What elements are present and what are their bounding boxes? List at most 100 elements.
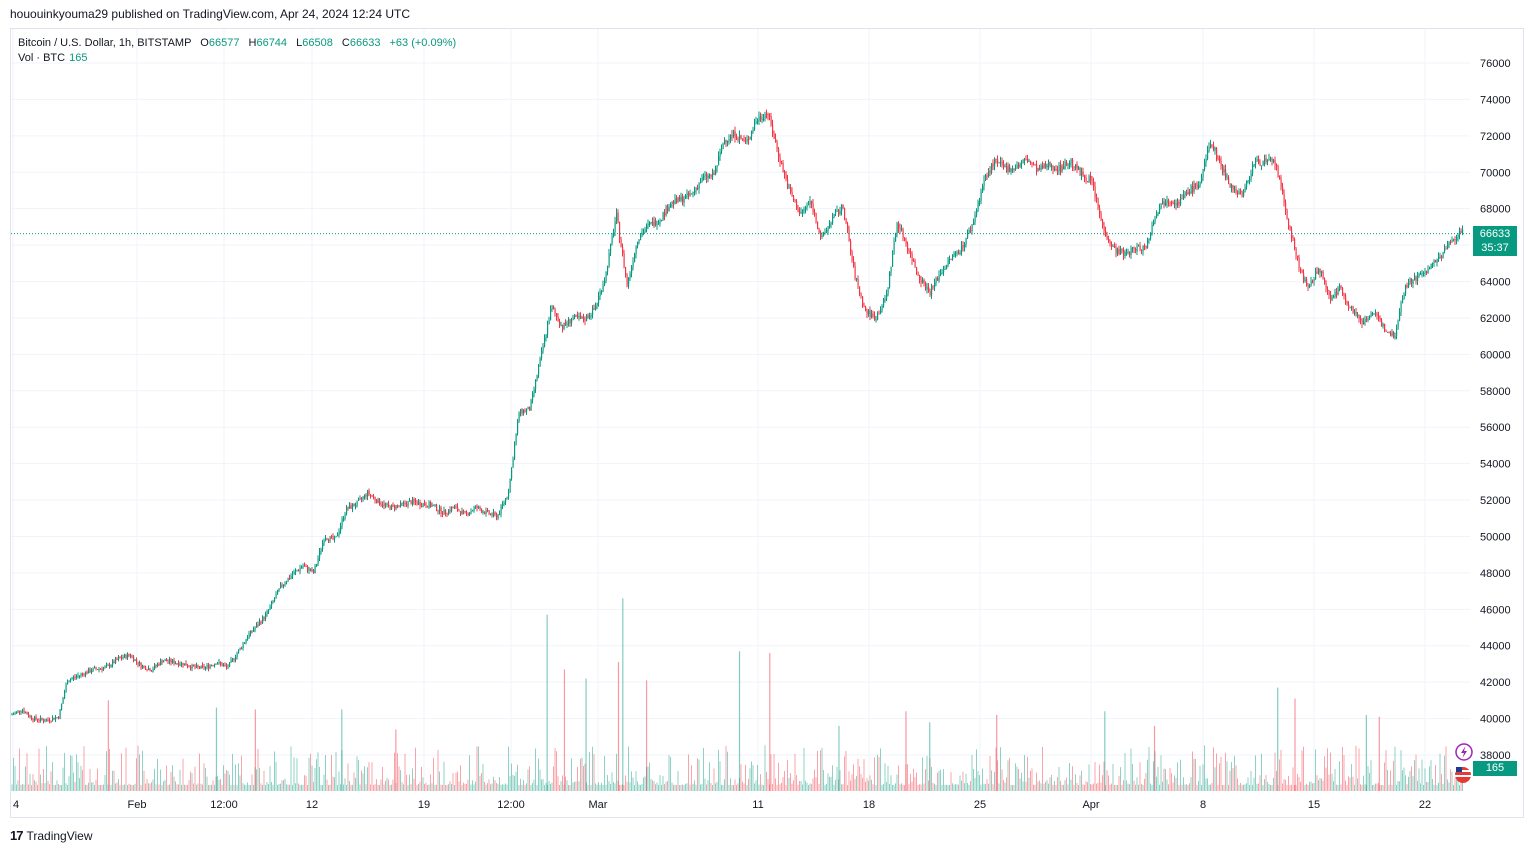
us-flag-icon[interactable]	[1455, 767, 1471, 783]
candle-body	[791, 192, 793, 197]
volume-bar	[173, 776, 175, 791]
candle-body	[857, 278, 859, 287]
candle-body	[113, 661, 115, 664]
candle-body	[23, 710, 25, 713]
volume-bar	[590, 785, 592, 791]
candle-body	[190, 666, 192, 669]
candle-body	[1129, 251, 1131, 255]
candle-body	[496, 514, 498, 519]
candle-body	[1453, 239, 1455, 241]
volume-bar	[193, 783, 194, 791]
volume-bar	[1079, 775, 1081, 791]
candle-body	[461, 510, 463, 515]
volume-bar	[1183, 777, 1184, 791]
volume-bar	[820, 750, 821, 791]
volume-bar	[1118, 775, 1120, 791]
candle-body	[856, 278, 858, 280]
candle-body	[832, 216, 834, 223]
price-tick-label: 72000	[1480, 131, 1511, 143]
candle-body	[1409, 278, 1411, 284]
volume-bar	[1250, 771, 1252, 791]
volume-bar	[967, 782, 968, 791]
volume-bar	[488, 779, 490, 791]
candle-body	[1091, 179, 1093, 182]
volume-bar	[1409, 771, 1411, 791]
candle-body	[956, 252, 958, 254]
volume-bar	[613, 781, 614, 791]
volume-bar	[338, 771, 340, 791]
candle-body	[845, 218, 847, 224]
candle-body	[1237, 192, 1239, 194]
volume-bar	[1121, 784, 1123, 791]
chart-frame[interactable]	[10, 28, 1524, 818]
volume-bar	[1301, 750, 1303, 791]
candle-body	[901, 229, 903, 231]
candle-body	[872, 313, 874, 316]
volume-bar	[89, 768, 91, 791]
candle-body	[1177, 201, 1179, 206]
candle-body	[119, 657, 121, 659]
volume-bar	[737, 783, 739, 791]
tradingview-logo[interactable]: 17 TradingView	[10, 828, 93, 843]
candle-body	[341, 518, 343, 526]
candle-body	[1388, 331, 1390, 334]
candle-body	[781, 162, 783, 164]
volume-bar	[1336, 784, 1337, 791]
volume-bar	[140, 784, 142, 791]
volume-bar	[1102, 775, 1103, 791]
candle-body	[383, 503, 385, 506]
candle-body	[739, 135, 741, 140]
candle-body	[454, 506, 456, 508]
candle-body	[1036, 164, 1038, 172]
volume-bar	[1090, 784, 1091, 791]
volume-bar	[92, 782, 94, 791]
candle-body	[925, 283, 927, 290]
volume-bar	[1057, 777, 1058, 791]
candle-body	[433, 504, 435, 506]
volume-bar	[652, 780, 653, 791]
candle-body	[559, 321, 561, 326]
price-tick-label: 44000	[1480, 641, 1511, 653]
volume-bar	[680, 784, 682, 791]
volume-bar	[1256, 784, 1258, 791]
grid-lines	[11, 29, 1470, 791]
volume-bar	[527, 769, 529, 791]
candle-body	[20, 711, 22, 713]
volume-bar	[1205, 778, 1207, 791]
volume-bar	[482, 764, 484, 791]
volume-bar	[274, 751, 275, 791]
candle-body	[947, 259, 949, 266]
candle-body	[434, 504, 436, 506]
price-axis: 3800040000420004400046000480005000052000…	[1480, 58, 1511, 762]
candle-body	[794, 199, 796, 202]
volume-bar	[272, 784, 274, 791]
candle-body	[811, 200, 813, 204]
volume-bar	[706, 784, 707, 791]
candle-body	[1090, 175, 1092, 180]
volume-bar	[308, 757, 310, 791]
volume-bar	[1310, 781, 1312, 791]
candle-body	[1138, 245, 1140, 247]
candle-body	[425, 505, 427, 507]
candle-body	[896, 222, 898, 234]
volume-bar	[191, 773, 193, 791]
candle-body	[1178, 201, 1180, 205]
candle-body	[397, 505, 399, 507]
volume-bar	[724, 779, 725, 791]
volume-bar	[1339, 761, 1340, 791]
candle-body	[761, 119, 763, 121]
volume-bar	[802, 784, 803, 791]
volume-bar	[506, 784, 508, 791]
candle-body	[910, 252, 912, 254]
flash-icon[interactable]	[1455, 743, 1473, 761]
candle-body	[1133, 247, 1135, 250]
candle-body	[1174, 203, 1176, 205]
volume-bar	[319, 766, 320, 791]
candle-body	[526, 409, 528, 412]
volume-bar	[1099, 764, 1100, 791]
candle-body	[799, 211, 801, 214]
price-tick-label: 50000	[1480, 531, 1511, 543]
volume-bar	[1232, 768, 1234, 791]
volume-bar	[1282, 783, 1283, 791]
